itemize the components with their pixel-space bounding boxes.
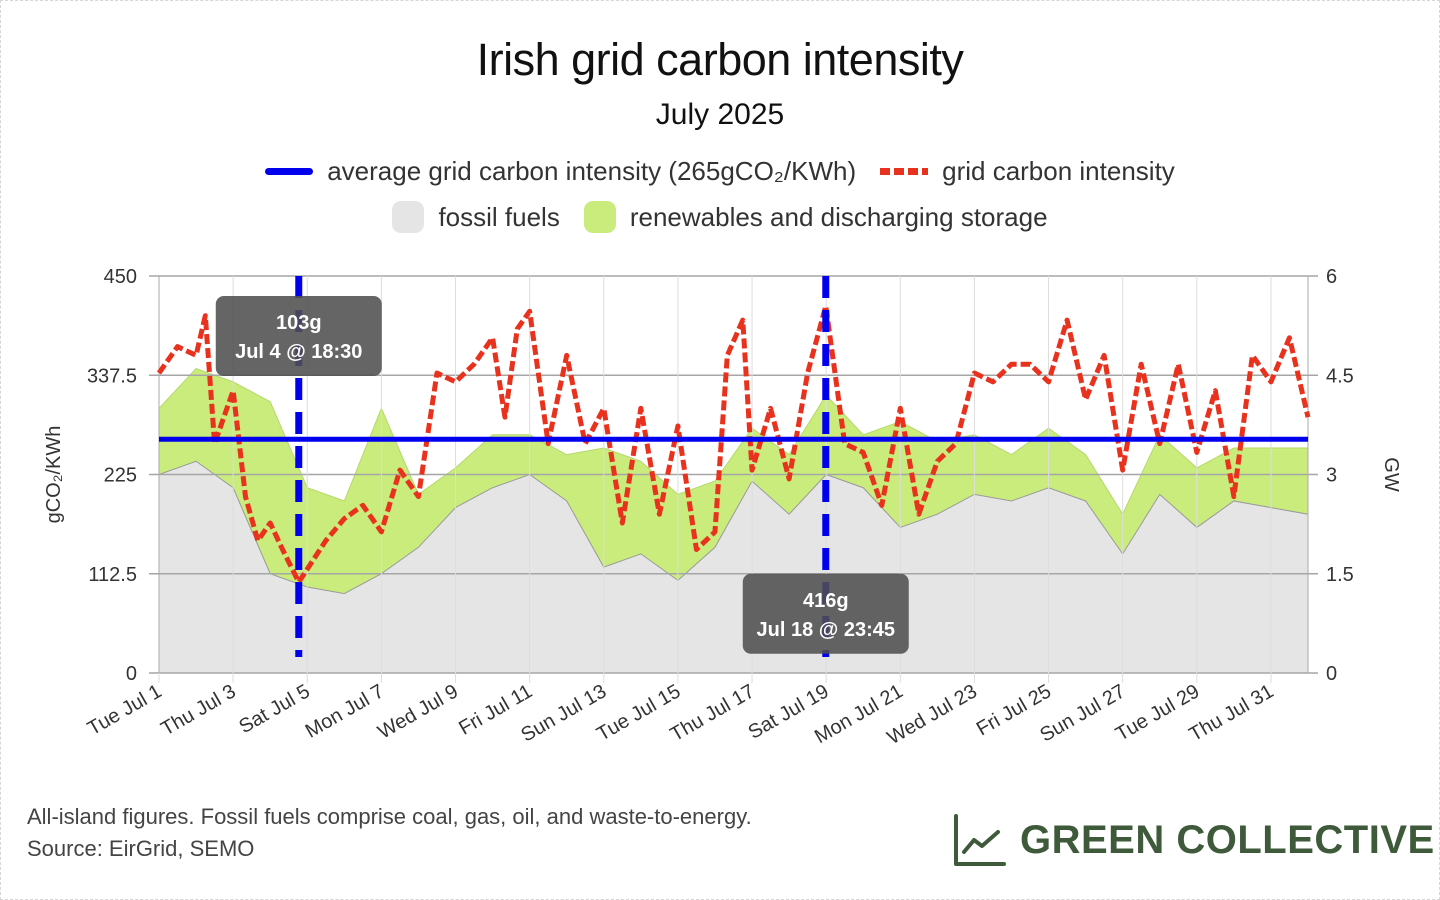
y-tick-left: 112.5: [88, 564, 137, 586]
brand-logo: GREEN COLLECTIVE: [952, 812, 1435, 868]
x-tick-label: Sun Jul 27: [1036, 680, 1129, 746]
y-axis-title-left: gCO₂/KWh: [43, 426, 65, 524]
grid-intensity-line: [156, 303, 1311, 585]
legend-swatch-average: [265, 168, 314, 175]
x-tick-label: Tue Jul 1: [84, 680, 166, 740]
annotation-time: Jul 18 @ 23:45: [757, 619, 895, 641]
x-tick-label: Sun Jul 13: [517, 680, 610, 746]
y-tick-right: 6: [1326, 266, 1337, 288]
footnote-line-2: Source: EirGrid, SEMO: [27, 836, 255, 861]
y-tick-right: 0: [1326, 663, 1337, 685]
y-tick-left: 337.5: [87, 365, 137, 387]
chart-subtitle: July 2025: [655, 98, 785, 131]
x-tick-label: Wed Jul 9: [374, 680, 462, 743]
y-tick-right: 3: [1326, 465, 1337, 487]
footnote: All-island figures. Fossil fuels compris…: [27, 801, 752, 865]
annotation-time: Jul 4 @ 18:30: [235, 341, 362, 363]
x-tick-label: Sat Jul 5: [235, 680, 313, 738]
y-tick-left: 225: [104, 465, 137, 487]
y-axis-title-right: GW: [1380, 457, 1402, 492]
annotation-value: 103g: [276, 312, 322, 334]
x-tick-label: Thu Jul 31: [1186, 680, 1278, 746]
legend-swatch-grid: [880, 168, 929, 175]
legend-item-renew[interactable]: renewables and discharging storage: [583, 201, 1048, 233]
y-tick-left: 0: [126, 663, 137, 685]
legend-item-average[interactable]: average grid carbon intensity (265gCO₂/K…: [265, 156, 856, 187]
annotation-value: 416g: [803, 590, 849, 612]
line-chart-icon: [954, 814, 1006, 866]
legend-row-lines: average grid carbon intensity (265gCO₂/K…: [0, 156, 1440, 187]
legend-label-grid: grid carbon intensity: [942, 156, 1175, 186]
x-tick-label: Mon Jul 7: [302, 680, 388, 742]
legend-label-renew: renewables and discharging storage: [629, 201, 1048, 232]
legend-swatch-fossil: [392, 201, 425, 233]
y-tick-right: 1.5: [1326, 564, 1354, 586]
legend-item-fossil[interactable]: fossil fuels: [392, 201, 560, 233]
annotation-box: [215, 296, 382, 376]
x-tick-label: Thu Jul 3: [157, 680, 239, 740]
brand-name: GREEN COLLECTIVE: [1020, 817, 1435, 862]
footnote-line-1: All-island figures. Fossil fuels compris…: [27, 804, 752, 829]
annotation-box: [742, 573, 909, 654]
legend-row-areas: fossil fuels renewables and discharging …: [0, 201, 1440, 233]
legend-item-grid[interactable]: grid carbon intensity: [880, 156, 1175, 187]
legend-swatch-renew: [583, 201, 616, 233]
legend-label-fossil: fossil fuels: [438, 201, 560, 232]
y-tick-right: 4.5: [1326, 365, 1354, 387]
x-tick-label: Thu Jul 17: [667, 680, 759, 746]
chart-title: Irish grid carbon intensity: [476, 34, 964, 85]
legend-label-average: average grid carbon intensity (265gCO₂/K…: [327, 156, 857, 186]
y-tick-left: 450: [104, 266, 137, 288]
